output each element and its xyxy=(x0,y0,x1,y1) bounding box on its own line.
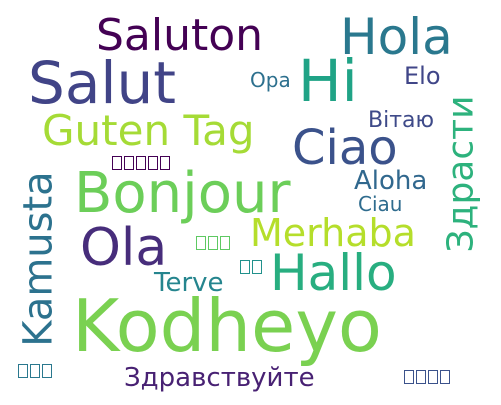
word-vitayu: Вітаю xyxy=(368,108,435,133)
tofu-box xyxy=(42,363,52,378)
word-kodheyo: Kodheyo xyxy=(72,284,382,368)
word-ciau: Ciau xyxy=(358,192,403,216)
word-ola: Ola xyxy=(80,218,168,278)
word-ciao: Ciao xyxy=(292,120,398,176)
word-salut: Salut xyxy=(28,49,176,117)
tofu-glyphs-a xyxy=(112,154,172,170)
word-hola: Hola xyxy=(340,8,453,66)
word-kamusta: Kamusta xyxy=(15,171,62,347)
word-merhaba: Merhaba xyxy=(250,211,416,255)
tofu-box xyxy=(240,259,250,274)
tofu-box xyxy=(160,155,170,170)
tofu-box xyxy=(404,369,414,384)
tofu-box xyxy=(220,235,230,250)
word-guten-tag: Guten Tag xyxy=(42,106,255,155)
tofu-box xyxy=(124,155,134,170)
tofu-box xyxy=(416,369,426,384)
tofu-box xyxy=(18,363,28,378)
tofu-box xyxy=(440,369,450,384)
tofu-box xyxy=(136,155,146,170)
word-zdravstvuyte: Здравствуйте xyxy=(124,363,315,393)
tofu-box xyxy=(208,235,218,250)
word-saluton: Saluton xyxy=(96,10,264,61)
word-elo: Elo xyxy=(404,62,441,90)
tofu-glyphs-d xyxy=(18,362,54,378)
word-bonjour: Bonjour xyxy=(74,161,291,226)
tofu-box xyxy=(428,369,438,384)
tofu-box xyxy=(112,155,122,170)
word-aloha: Aloha xyxy=(354,166,428,196)
tofu-glyphs-b xyxy=(196,234,232,250)
tofu-box xyxy=(30,363,40,378)
tofu-glyphs-e xyxy=(404,368,452,384)
tofu-glyphs-c xyxy=(240,258,264,274)
tofu-box xyxy=(148,155,158,170)
word-hallo: Hallo xyxy=(270,244,397,302)
word-zdrasti: Здрасти xyxy=(440,95,482,253)
tofu-box xyxy=(252,259,262,274)
word-terve: Terve xyxy=(154,268,224,298)
word-opa: Opa xyxy=(250,68,291,92)
word-hi: Hi xyxy=(298,47,358,115)
tofu-box xyxy=(196,235,206,250)
